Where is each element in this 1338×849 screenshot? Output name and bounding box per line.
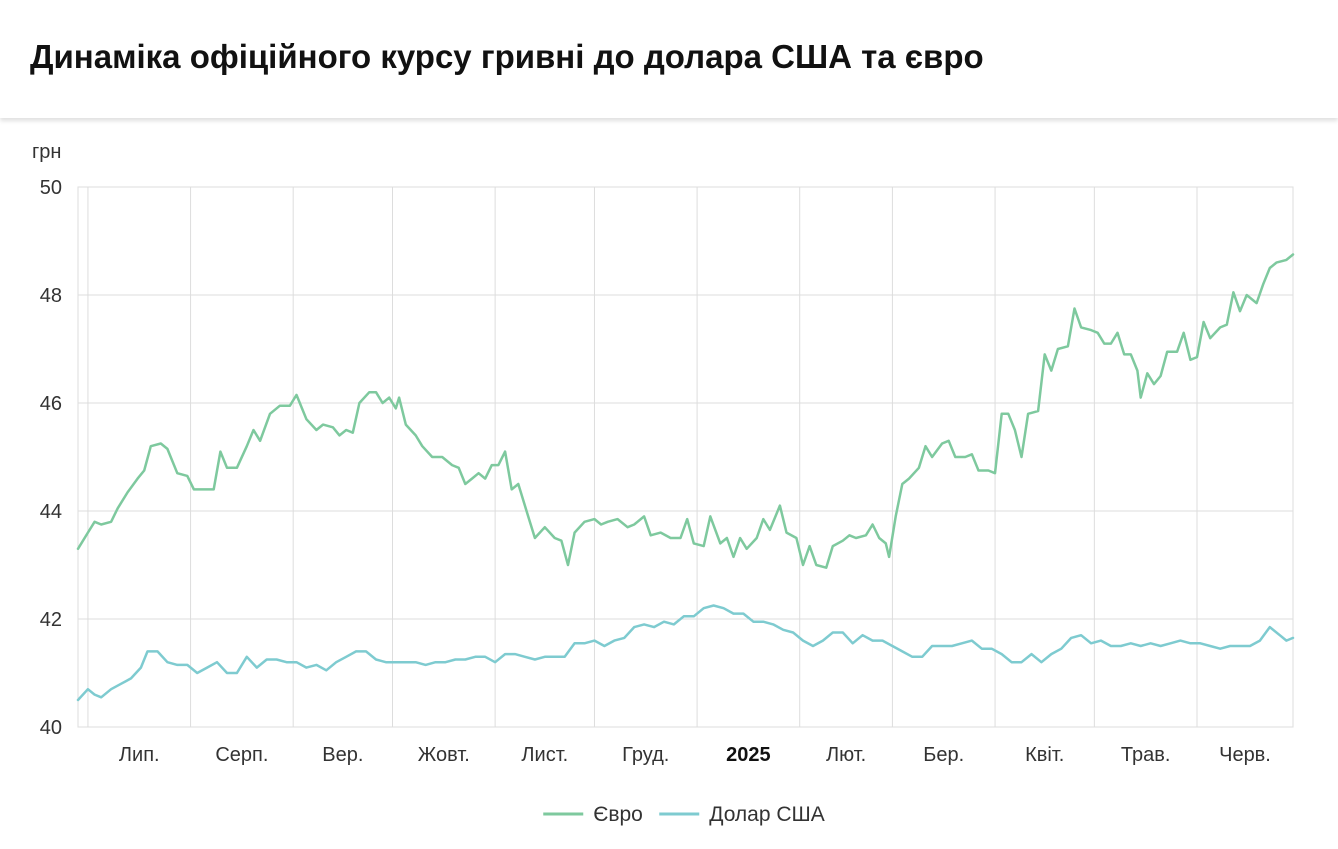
x-tick-label: Лип. xyxy=(119,744,160,766)
y-tick-label: 46 xyxy=(40,393,62,415)
y-tick-label: 48 xyxy=(40,285,62,307)
chart-area: 40 42 44 46 48 50 Лип. Серп. Вер. Жовт. Лист. Груд… xyxy=(0,118,1338,844)
x-tick-label: Груд. xyxy=(622,744,669,766)
x-tick-label: Жовт. xyxy=(418,744,470,766)
x-tick-label: Трав. xyxy=(1121,744,1171,766)
y-axis: 40 42 44 46 48 50 xyxy=(40,177,62,739)
x-tick-label: Черв. xyxy=(1219,744,1271,766)
legend-label: Євро xyxy=(593,803,643,826)
page-title: Динаміка офіційного курсу гривні до дола… xyxy=(30,38,984,75)
x-axis: Лип. Серп. Вер. Жовт. Лист. Груд. 2025 Лют. Бер.… xyxy=(119,744,1271,766)
y-tick-label: 42 xyxy=(40,609,62,631)
series-line-usd xyxy=(76,604,1295,702)
x-tick-label: 2025 xyxy=(726,744,771,766)
y-tick-label: 40 xyxy=(40,717,62,739)
x-tick-label: Лют. xyxy=(826,744,866,766)
y-tick-label: 44 xyxy=(40,501,62,523)
legend-label: Долар США xyxy=(709,803,825,826)
x-tick-label: Серп. xyxy=(215,744,268,766)
y-axis-label: грн xyxy=(32,141,61,163)
x-tick-label: Лист. xyxy=(521,744,568,766)
x-tick-label: Бер. xyxy=(923,744,964,766)
legend-item: Долар США xyxy=(659,803,825,826)
chart-header: Динаміка офіційного курсу гривні до дола… xyxy=(0,0,1338,118)
x-tick-label: Квіт. xyxy=(1025,744,1064,766)
chart-legend: Євро Долар США xyxy=(543,803,825,826)
x-tick-label: Вер. xyxy=(322,744,363,766)
chart-series xyxy=(76,253,1295,702)
line-chart: 40 42 44 46 48 50 Лип. Серп. Вер. Жовт. Лист. Груд… xyxy=(32,141,1295,826)
y-tick-label: 50 xyxy=(40,177,62,199)
legend-item: Євро xyxy=(543,803,643,826)
series-line-euro xyxy=(76,253,1295,569)
chart-grid xyxy=(77,186,1294,728)
